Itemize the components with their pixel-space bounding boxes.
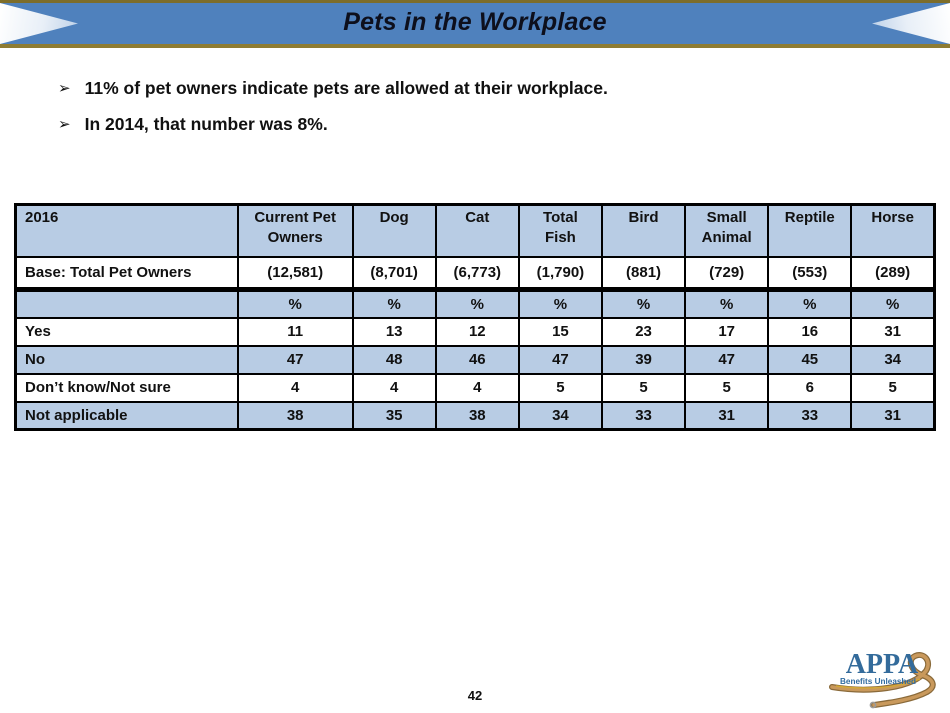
column-header: Total Fish bbox=[517, 203, 603, 258]
column-header: Bird bbox=[600, 203, 687, 258]
pets-workplace-table: 2016 Current Pet Owners Dog Cat Total Fi… bbox=[14, 203, 936, 431]
table-cell: (1,790) bbox=[517, 255, 603, 292]
table-cell: % bbox=[236, 288, 354, 319]
column-header: Small Animal bbox=[684, 203, 770, 258]
table-cell: 35 bbox=[351, 400, 437, 431]
table-cell: % bbox=[351, 288, 437, 319]
table-cell: 4 bbox=[351, 372, 437, 403]
table-cell: 13 bbox=[351, 316, 437, 347]
table-cell: % bbox=[600, 288, 687, 319]
gold-underline bbox=[835, 678, 921, 689]
table-cell: % bbox=[434, 288, 520, 319]
banner-chevron-left-icon bbox=[0, 3, 78, 44]
table-row: No 47 48 46 47 39 47 45 34 bbox=[14, 344, 936, 375]
column-header: Cat bbox=[434, 203, 520, 258]
table-cell: 11 bbox=[236, 316, 354, 347]
table-cell: (881) bbox=[600, 255, 687, 292]
bullet-item: ➢ In 2014, that number was 8%. bbox=[58, 114, 910, 135]
row-label: Don’t know/Not sure bbox=[14, 372, 239, 403]
row-label bbox=[14, 288, 239, 319]
table-cell: 6 bbox=[767, 372, 853, 403]
table-cell: 16 bbox=[767, 316, 853, 347]
table-cell: % bbox=[767, 288, 853, 319]
table-cell: (8,701) bbox=[351, 255, 437, 292]
leash-clasp-icon bbox=[869, 701, 877, 709]
slide-title: Pets in the Workplace bbox=[343, 8, 607, 36]
arrow-bullet-icon: ➢ bbox=[58, 116, 71, 133]
row-label: No bbox=[14, 344, 239, 375]
table-cell: (12,581) bbox=[236, 255, 354, 292]
row-label: Base: Total Pet Owners bbox=[14, 255, 239, 292]
bullet-item: ➢ 11% of pet owners indicate pets are al… bbox=[58, 78, 910, 99]
table-cell: % bbox=[850, 288, 936, 319]
table-cell: 31 bbox=[850, 316, 936, 347]
column-header: Current Pet Owners bbox=[236, 203, 354, 258]
table-cell: 5 bbox=[850, 372, 936, 403]
logo-text: APPA bbox=[846, 649, 919, 680]
survey-table-container: 2016 Current Pet Owners Dog Cat Total Fi… bbox=[14, 203, 936, 431]
table-cell: 17 bbox=[684, 316, 770, 347]
table-cell: 12 bbox=[434, 316, 520, 347]
table-cell: 47 bbox=[517, 344, 603, 375]
table-cell: (729) bbox=[684, 255, 770, 292]
page-number: 42 bbox=[467, 688, 483, 703]
column-header: Reptile bbox=[767, 203, 853, 258]
table-cell: (289) bbox=[850, 255, 936, 292]
column-header: Dog bbox=[351, 203, 437, 258]
table-percent-row: % % % % % % % % bbox=[14, 288, 936, 319]
table-cell: 4 bbox=[236, 372, 354, 403]
table-cell: % bbox=[684, 288, 770, 319]
arrow-bullet-icon: ➢ bbox=[58, 80, 71, 97]
table-cell: 33 bbox=[600, 400, 687, 431]
column-header: 2016 bbox=[14, 203, 239, 258]
table-cell: 48 bbox=[351, 344, 437, 375]
table-cell: 5 bbox=[517, 372, 603, 403]
table-base-row: Base: Total Pet Owners (12,581) (8,701) … bbox=[14, 255, 936, 292]
table-cell: 39 bbox=[600, 344, 687, 375]
table-cell: (6,773) bbox=[434, 255, 520, 292]
row-label: Yes bbox=[14, 316, 239, 347]
table-cell: 33 bbox=[767, 400, 853, 431]
bullet-list: ➢ 11% of pet owners indicate pets are al… bbox=[58, 78, 910, 150]
table-cell: 47 bbox=[236, 344, 354, 375]
table-cell: 38 bbox=[236, 400, 354, 431]
row-label: Not applicable bbox=[14, 400, 239, 431]
table-cell: 31 bbox=[850, 400, 936, 431]
table-cell: (553) bbox=[767, 255, 853, 292]
bullet-text: In 2014, that number was 8%. bbox=[84, 114, 328, 134]
table-cell: 5 bbox=[600, 372, 687, 403]
banner-chevron-right-icon bbox=[872, 3, 950, 44]
table-cell: 31 bbox=[684, 400, 770, 431]
bullet-text: 11% of pet owners indicate pets are allo… bbox=[84, 78, 608, 98]
table-cell: 46 bbox=[434, 344, 520, 375]
logo-tagline: Benefits Unleashed bbox=[840, 677, 916, 686]
table-cell: 47 bbox=[684, 344, 770, 375]
table-row: Yes 11 13 12 15 23 17 16 31 bbox=[14, 316, 936, 347]
table-cell: 15 bbox=[517, 316, 603, 347]
table-cell: % bbox=[517, 288, 603, 319]
table-header-row: 2016 Current Pet Owners Dog Cat Total Fi… bbox=[14, 203, 936, 258]
title-banner: Pets in the Workplace bbox=[0, 0, 950, 48]
table-cell: 34 bbox=[850, 344, 936, 375]
table-row: Not applicable 38 35 38 34 33 31 33 31 bbox=[14, 400, 936, 431]
table-cell: 23 bbox=[600, 316, 687, 347]
table-cell: 45 bbox=[767, 344, 853, 375]
column-header: Horse bbox=[850, 203, 936, 258]
table-cell: 5 bbox=[684, 372, 770, 403]
table-cell: 4 bbox=[434, 372, 520, 403]
table-row: Don’t know/Not sure 4 4 4 5 5 5 6 5 bbox=[14, 372, 936, 403]
table-cell: 34 bbox=[517, 400, 603, 431]
table-cell: 38 bbox=[434, 400, 520, 431]
appa-logo: APPA Benefits Unleashed bbox=[829, 649, 936, 709]
